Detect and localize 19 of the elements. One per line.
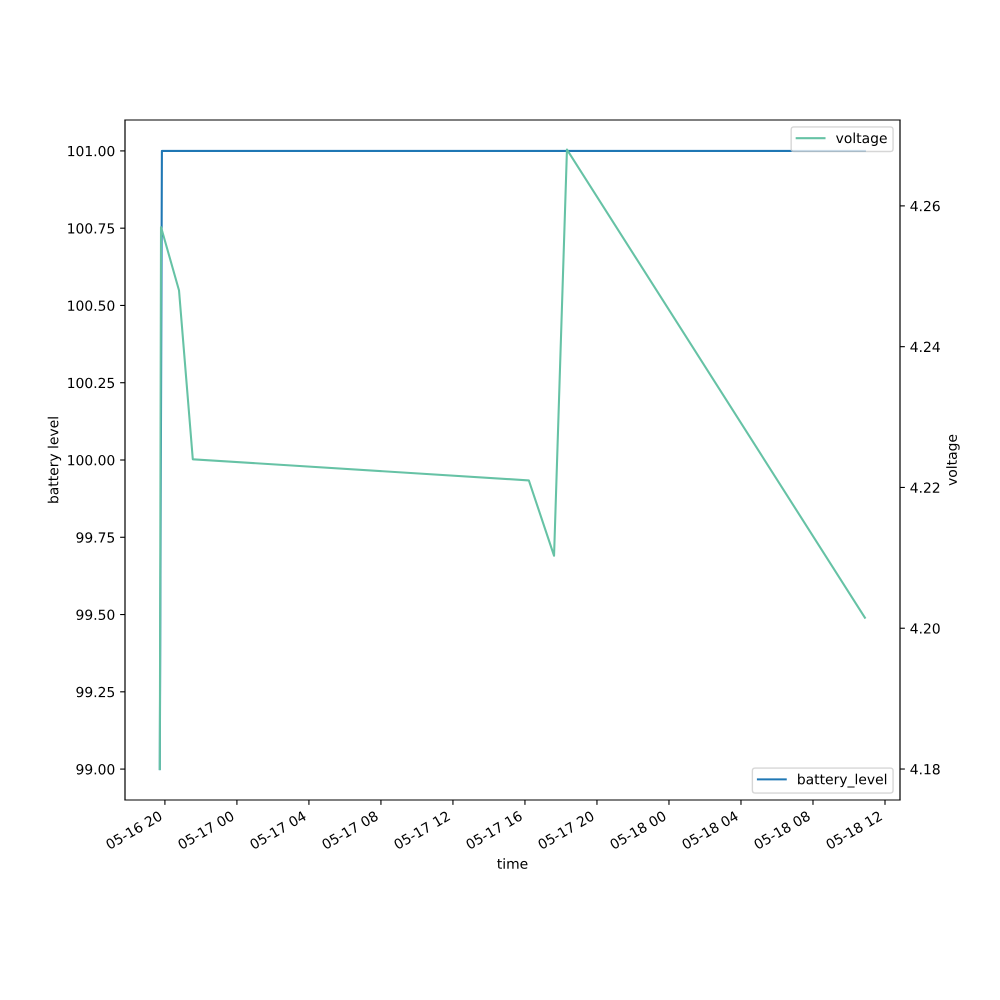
y-tick-label: 100.25 bbox=[68, 378, 114, 388]
y2-tick-label: 4.20 bbox=[910, 623, 940, 634]
y-tick-label: 100.50 bbox=[68, 300, 114, 311]
y2-tick-label: 4.24 bbox=[910, 342, 940, 352]
y-tick-label: 100.75 bbox=[68, 223, 114, 234]
y-tick-label: 99.00 bbox=[76, 764, 114, 775]
y2-axis-title: voltage bbox=[946, 434, 960, 486]
x-axis-title: time bbox=[497, 858, 528, 869]
y-tick-label: 100.00 bbox=[68, 454, 114, 466]
y2-tick-label: 4.22 bbox=[910, 482, 940, 493]
y-axis-title: battery level bbox=[48, 417, 62, 503]
y-tick-label: 99.75 bbox=[76, 532, 114, 543]
legend-label: voltage bbox=[836, 132, 887, 146]
legend-label: battery_level bbox=[798, 774, 886, 788]
y2-tick-label: 4.18 bbox=[910, 764, 940, 774]
y2-tick-label: 4.26 bbox=[910, 200, 940, 212]
y-tick-label: 99.25 bbox=[76, 686, 114, 698]
y-tick-label: 99.50 bbox=[76, 610, 114, 620]
y-tick-label: 101.00 bbox=[68, 146, 114, 156]
